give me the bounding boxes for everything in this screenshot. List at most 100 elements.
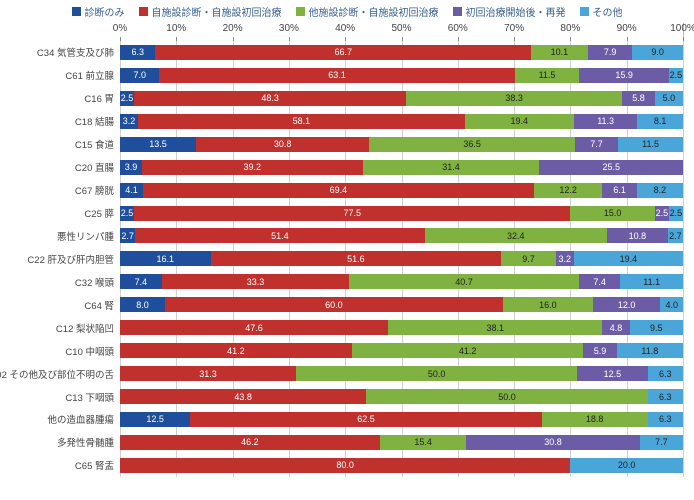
stacked-bar: 7.433.340.77.411.1 [120, 274, 683, 289]
bar-segment: 66.7 [155, 45, 531, 60]
stacked-bar: 4.169.412.26.18.2 [120, 183, 683, 198]
y-label: C13 下咽頭 [65, 390, 120, 404]
bar-segment: 9.0 [632, 45, 683, 60]
bar-segment: 30.8 [466, 435, 639, 450]
bar-segment: 2.5 [120, 206, 134, 221]
y-label: C02 その他及び部位不明の舌 [0, 367, 120, 381]
bar-segment: 41.2 [120, 343, 352, 358]
bar-segment: 31.3 [120, 366, 296, 381]
y-label: C32 喉頭 [75, 275, 120, 289]
x-axis: 0%10%20%30%40%50%60%70%80%90%100% [120, 23, 683, 41]
stacked-bar: 7.063.111.515.92.5 [120, 68, 683, 83]
bar-segment: 2.5 [655, 206, 669, 221]
stacked-bar: 2.548.338.35.85.0 [120, 91, 683, 106]
stacked-bar: 41.241.25.911.8 [120, 343, 683, 358]
bar-row: C20 直腸3.939.231.425.5 [120, 159, 683, 176]
bar-segment: 5.0 [655, 91, 683, 106]
bar-segment: 12.2 [534, 183, 603, 198]
legend-item: 自施設診断・自施設初回治療 [139, 4, 282, 19]
bar-segment: 46.2 [120, 435, 380, 450]
stacked-bar: 80.020.0 [120, 458, 683, 473]
bar-segment: 7.7 [575, 137, 618, 152]
bar-row: C12 梨状陥凹47.638.14.89.5 [120, 319, 683, 336]
bar-segment: 33.3 [162, 274, 350, 289]
bar-segment: 38.3 [406, 91, 622, 106]
bar-row: C34 気管支及び肺6.366.710.17.99.0 [120, 44, 683, 61]
bar-row: C13 下咽頭43.850.06.3 [120, 388, 683, 405]
bar-segment: 2.5 [120, 91, 134, 106]
stacked-bar-chart: 診断のみ自施設診断・自施設初回治療他施設診断・自施設初回治療初回治療開始後・再発… [0, 0, 694, 500]
x-tick-label: 20% [223, 23, 243, 34]
bar-segment: 50.0 [366, 389, 647, 404]
legend-label: 初回治療開始後・再発 [466, 4, 566, 19]
bar-segment: 2.5 [669, 206, 683, 221]
bar-segment: 3.2 [120, 114, 138, 129]
gridline [683, 41, 684, 477]
bar-segment: 58.1 [138, 114, 465, 129]
y-label: C67 膀胱 [75, 183, 120, 197]
stacked-bar: 2.577.515.02.52.5 [120, 206, 683, 221]
legend-swatch [580, 7, 589, 16]
y-label: C22 肝及び肝内胆管 [27, 252, 120, 266]
bar-segment: 5.8 [622, 91, 655, 106]
bar-segment: 32.4 [425, 228, 607, 243]
stacked-bar: 3.939.231.425.5 [120, 160, 683, 175]
y-label: 悪性リンパ腫 [57, 229, 120, 243]
bar-segment: 2.5 [669, 68, 683, 83]
y-label: C10 中咽頭 [65, 344, 120, 358]
stacked-bar: 31.350.012.56.3 [120, 366, 683, 381]
plot-area: 0%10%20%30%40%50%60%70%80%90%100% C34 気管… [120, 23, 684, 477]
legend-swatch [139, 7, 148, 16]
bar-segment: 16.0 [503, 297, 593, 312]
y-label: C34 気管支及び肺 [37, 45, 120, 59]
bar-row: C18 結腸3.258.119.411.38.1 [120, 113, 683, 130]
bar-segment: 6.3 [648, 366, 683, 381]
x-tick-label: 100% [670, 23, 694, 34]
bar-segment: 47.6 [120, 320, 388, 335]
bar-segment: 11.5 [515, 68, 580, 83]
bar-segment: 12.5 [120, 412, 190, 427]
bar-segment: 77.5 [134, 206, 570, 221]
stacked-bar: 13.530.836.57.711.5 [120, 137, 683, 152]
bar-segment: 10.1 [531, 45, 588, 60]
x-tick-label: 90% [617, 23, 637, 34]
bar-segment: 18.8 [542, 412, 648, 427]
bar-row: 多発性骨髄腫46.215.430.87.7 [120, 434, 683, 451]
bar-segment: 51.6 [211, 251, 502, 266]
bar-segment: 8.1 [637, 114, 683, 129]
bar-segment: 4.1 [120, 183, 143, 198]
legend-item: その他 [580, 4, 623, 19]
bar-segment: 13.5 [120, 137, 196, 152]
stacked-bar: 47.638.14.89.5 [120, 320, 683, 335]
y-label: C61 前立腺 [65, 68, 120, 82]
bar-segment: 69.4 [143, 183, 534, 198]
bar-segment: 25.5 [539, 160, 683, 175]
legend: 診断のみ自施設診断・自施設初回治療他施設診断・自施設初回治療初回治療開始後・再発… [10, 4, 684, 19]
bar-segment: 8.0 [120, 297, 165, 312]
bar-row: 悪性リンパ腫2.751.432.410.82.7 [120, 227, 683, 244]
bar-segment: 19.4 [465, 114, 574, 129]
bar-segment: 3.9 [120, 160, 142, 175]
bar-segment: 7.4 [120, 274, 162, 289]
legend-item: 初回治療開始後・再発 [453, 4, 566, 19]
bar-segment: 19.4 [574, 251, 683, 266]
x-tick-label: 80% [560, 23, 580, 34]
bar-segment: 38.1 [388, 320, 603, 335]
bar-segment: 6.3 [648, 412, 683, 427]
bar-segment: 11.8 [617, 343, 683, 358]
bar-row: C10 中咽頭41.241.25.911.8 [120, 342, 683, 359]
bar-segment: 6.3 [120, 45, 155, 60]
y-label: C65 腎盂 [75, 458, 120, 472]
x-tick-label: 60% [448, 23, 468, 34]
stacked-bar: 46.215.430.87.7 [120, 435, 683, 450]
bar-segment: 30.8 [196, 137, 369, 152]
bar-segment: 15.0 [570, 206, 654, 221]
x-tick-label: 70% [504, 23, 524, 34]
bar-segment: 5.9 [583, 343, 616, 358]
bar-segment: 43.8 [120, 389, 366, 404]
bar-row: C32 喉頭7.433.340.77.411.1 [120, 273, 683, 290]
bar-segment: 15.9 [579, 68, 669, 83]
bar-segment: 62.5 [190, 412, 542, 427]
y-label: C12 梨状陥凹 [56, 321, 120, 335]
y-label: C25 膵 [84, 206, 120, 220]
